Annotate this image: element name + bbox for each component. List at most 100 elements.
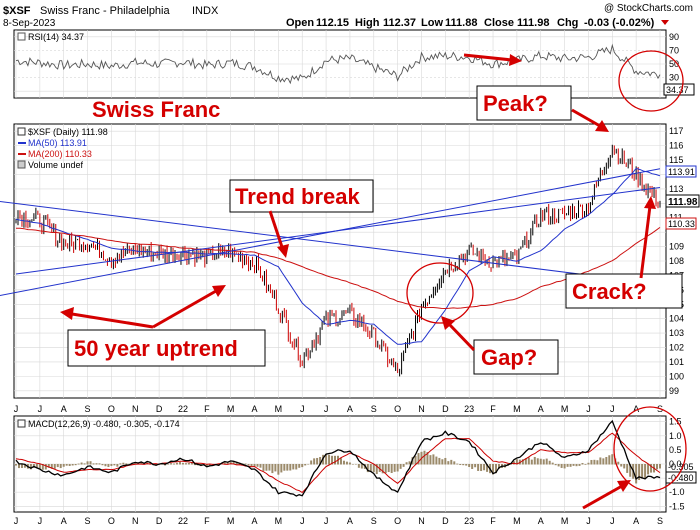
macd-histogram-bar	[173, 463, 176, 465]
macd-histogram-bar	[339, 458, 342, 465]
macd-histogram-bar	[170, 463, 173, 465]
x-tick-label: O	[108, 404, 115, 414]
macd-histogram-bar	[578, 464, 581, 466]
macd-histogram-bar	[462, 464, 465, 466]
x-tick-label: M	[227, 516, 235, 526]
macd-tick-label: 1.5	[669, 417, 682, 427]
arrow-crack	[639, 205, 652, 279]
x-tick-label: M	[275, 404, 283, 414]
x-tick-label: M	[227, 404, 235, 414]
rsi-circle	[618, 50, 684, 112]
macd-histogram-bar	[307, 463, 310, 465]
macd-histogram-bar	[551, 462, 554, 465]
macd-histogram-bar	[184, 463, 187, 465]
macd-histogram-bar	[465, 464, 468, 466]
ma50-value: 113.91	[668, 167, 695, 177]
x-tick-label: 23	[464, 404, 474, 414]
macd-histogram-bar	[190, 462, 193, 465]
macd-value-box	[665, 471, 697, 484]
x-tick-label: A	[61, 404, 67, 414]
macd-histogram-bar	[342, 460, 345, 465]
x-tick-label: J	[586, 404, 591, 414]
macd-histogram-bar	[23, 464, 26, 468]
macd-histogram-bar	[229, 461, 232, 465]
macd-histogram-bar	[86, 461, 89, 465]
macd-histogram-bar	[471, 464, 474, 469]
price-tick-label: 102	[669, 343, 684, 353]
trend-break-box	[229, 179, 374, 213]
macd-histogram-bar	[80, 462, 83, 465]
rsi-tick-label: 70	[669, 45, 679, 55]
close-value: 111.98	[517, 17, 549, 29]
legend-volume: Volume undef	[28, 160, 84, 170]
macd-histogram-bar	[650, 464, 653, 473]
ma200-value: 110.33	[668, 219, 695, 229]
macd-histogram-bar	[444, 457, 447, 465]
arrow-gap-head	[441, 316, 455, 330]
x-tick-label: D	[442, 516, 449, 526]
macd-histogram-bar	[569, 464, 572, 467]
annotation-crack: Crack?	[572, 279, 647, 304]
macd-histogram-bar	[432, 454, 435, 465]
macd-histogram-bar	[480, 464, 483, 472]
macd-histogram-bar	[447, 461, 450, 465]
x-tick-label: A	[633, 516, 639, 526]
open-label: Open	[286, 17, 314, 29]
macd-histogram-bar	[390, 464, 393, 474]
macd-histogram-bar	[244, 463, 247, 465]
low-label: Low	[421, 17, 443, 29]
x-tick-label: J	[300, 516, 305, 526]
macd-histogram-bar	[334, 455, 337, 465]
rsi-legend-swatch	[17, 32, 26, 41]
macd-legend: MACD(12,26,9) -0.480, -0.305, -0.174	[17, 419, 180, 429]
macd-histogram-bar	[495, 464, 498, 474]
macd-histogram-bar	[53, 464, 56, 469]
macd-histogram-bar	[38, 464, 41, 469]
macd-histogram-bar	[187, 462, 190, 465]
macd-histogram-bar	[423, 450, 426, 465]
macd-histogram-bar	[351, 464, 354, 465]
macd-histogram-bar	[659, 464, 661, 469]
macd-histogram-bar	[584, 464, 587, 465]
x-tick-label: N	[132, 516, 139, 526]
rsi-tick-label: 30	[669, 73, 679, 83]
macd-histogram-bar	[116, 464, 119, 467]
rsi-legend: RSI(14) 34.37	[17, 32, 84, 42]
macd-circle	[613, 406, 687, 492]
macd-histogram-bar	[542, 459, 545, 465]
macd-histogram-bar	[47, 464, 50, 468]
macd-signal-value: -0.305	[668, 462, 694, 472]
x-tick-label: F	[490, 516, 496, 526]
price-tick-label: 115	[669, 155, 683, 165]
symbol: $XSF	[3, 5, 31, 17]
peak-box	[476, 85, 572, 121]
macd-histogram-bar	[366, 464, 369, 473]
uptrend-box	[67, 329, 266, 367]
instrument-name: Swiss Franc - Philadelphia	[40, 5, 170, 17]
x-tick-label: S	[85, 404, 91, 414]
last-value-labels: 34.37 113.91 111.98 110.33 -0.305 -0.480	[663, 83, 700, 484]
x-tick-label: J	[586, 516, 591, 526]
macd-histogram-bar	[575, 464, 578, 467]
x-tick-label: A	[347, 404, 353, 414]
price-tick-label: 103	[669, 328, 684, 338]
high-label: High	[355, 17, 380, 29]
macd-histogram-bar	[104, 464, 107, 467]
macd-histogram-bar	[483, 464, 486, 471]
macd-histogram-bar	[95, 463, 98, 465]
macd-histogram-bar	[599, 457, 602, 465]
annotation-peak: Peak?	[483, 91, 548, 116]
macd-signal-line	[15, 432, 661, 494]
macd-histogram-bar	[110, 464, 113, 466]
x-tick-label: O	[394, 404, 401, 414]
rsi-line	[15, 43, 661, 85]
x-tick-label: N	[132, 404, 139, 414]
annotation-gap: Gap?	[481, 345, 537, 370]
macd-histogram-bar	[125, 463, 128, 465]
macd-histogram-bar	[417, 453, 420, 465]
macd-histogram-bar	[247, 464, 250, 466]
macd-histogram-bar	[656, 464, 659, 470]
macd-histogram-bar	[77, 463, 80, 465]
macd-histogram-bar	[348, 462, 351, 465]
x-tick-label: A	[633, 404, 639, 414]
